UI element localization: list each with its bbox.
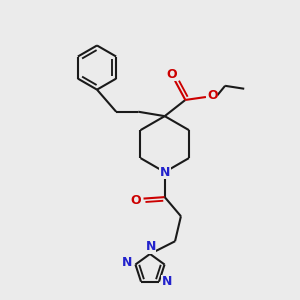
- Text: O: O: [131, 194, 142, 207]
- Text: N: N: [160, 166, 170, 178]
- Text: O: O: [207, 89, 218, 102]
- Text: O: O: [167, 68, 177, 81]
- Text: N: N: [122, 256, 132, 269]
- Text: N: N: [162, 275, 172, 288]
- Text: N: N: [146, 240, 156, 253]
